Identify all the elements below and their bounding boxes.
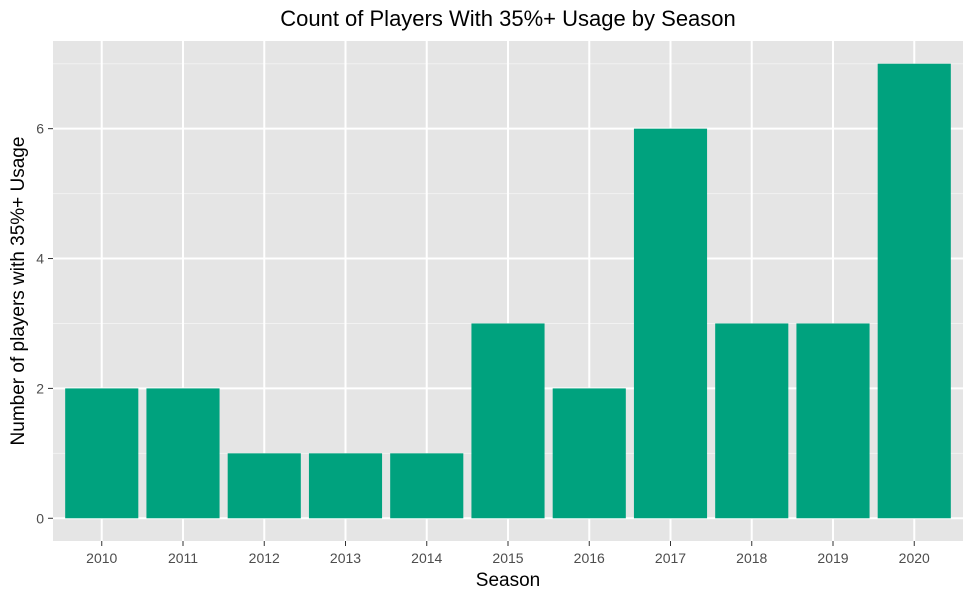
y-axis: 0 2 4 6: [36, 121, 53, 526]
x-tick-label: 2011: [168, 550, 198, 566]
x-tick-label: 2014: [411, 550, 442, 566]
bar-2018: [715, 323, 789, 519]
bar-2019: [796, 323, 870, 519]
bar-2014: [390, 453, 464, 519]
x-tick-label: 2019: [817, 550, 848, 566]
x-tick-label: 2015: [492, 550, 523, 566]
x-tick-label: 2016: [574, 550, 605, 566]
x-tick-label: 2020: [899, 550, 930, 566]
x-tick-label: 2012: [249, 550, 280, 566]
x-tick-label: 2013: [330, 550, 361, 566]
x-tick-label: 2018: [736, 550, 767, 566]
bar-2016: [552, 388, 626, 519]
y-axis-title: Number of players with 35%+ Usage: [8, 137, 29, 446]
bar-2017: [633, 128, 708, 519]
y-tick-label: 0: [36, 510, 44, 526]
bar-2015: [471, 323, 545, 519]
chart-title: Count of Players With 35%+ Usage by Seas…: [280, 6, 736, 31]
bar-2013: [308, 453, 383, 519]
y-tick-label: 2: [36, 380, 44, 396]
bar-2012: [227, 453, 301, 519]
bars: [65, 63, 951, 519]
y-tick-label: 4: [36, 251, 44, 267]
x-tick-label: 2017: [655, 550, 686, 566]
x-axis: 2010 2011 2012 2013 2014 2015 2016 2017 2018 2019…: [86, 541, 930, 566]
bar-2011: [146, 388, 220, 519]
x-axis-title: Season: [476, 570, 540, 591]
y-tick-label: 6: [36, 121, 44, 137]
x-tick-label: 2010: [86, 550, 117, 566]
bar-2010: [65, 388, 139, 519]
bar-2020: [877, 63, 951, 519]
